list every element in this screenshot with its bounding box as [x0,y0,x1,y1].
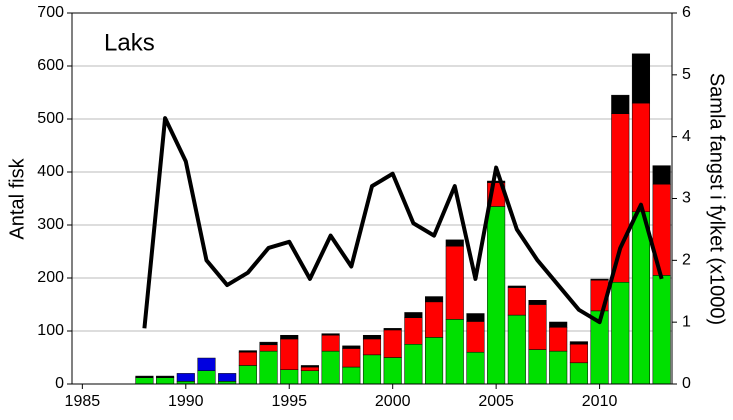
bar-segment [569,344,588,364]
y-tick-label: 300 [37,216,64,233]
y-axis-label: Antal fisk [6,157,28,239]
x-tick-label: 1995 [271,393,307,410]
bar-segment [238,350,257,353]
bar-segment [611,281,630,385]
bar-segment [342,345,361,349]
bar-segment [507,314,526,385]
y2-tick-label: 6 [682,4,691,21]
bar-segment [466,313,485,322]
y-tick-label: 600 [37,57,64,74]
bar-segment [425,296,444,303]
bar-segment [487,206,506,385]
bar-segment [321,333,340,336]
bar-segment [197,357,216,371]
bar-segment [487,180,506,183]
x-tick-label: 1985 [65,393,101,410]
bar-segment [549,350,568,385]
bar-segment [321,334,340,352]
bar-segment [445,319,464,385]
bar-segment [321,350,340,385]
bar-segment [631,102,651,212]
y2-tick-label: 5 [682,66,691,83]
bar-segment [342,366,361,385]
bar-segment [218,373,237,382]
bar-segment [342,348,361,368]
bar-segment [569,362,588,385]
bar-segment [631,53,651,104]
bar-segment [507,285,526,288]
bar-segment [238,351,257,366]
y2-tick-label: 3 [682,190,691,207]
bar-segment [528,304,547,350]
bar-segment [528,349,547,385]
y2-axis-label: Samla fangst i fylket (x1000) [706,73,728,325]
bar-segment [135,377,154,385]
bar-segment [176,373,195,382]
y-tick-label: 100 [37,322,64,339]
x-tick-label: 2010 [582,393,618,410]
bar-segment [590,278,609,281]
line [142,116,664,329]
bar-segment [425,301,444,338]
bar-segment [652,165,671,185]
bar-segment [528,300,547,305]
bar-segment [300,365,319,368]
bar-segment [404,312,423,319]
bar-segment [300,370,319,385]
y2-tick-label: 1 [682,313,691,330]
bar-segment [383,329,402,358]
bar-segment [445,245,464,320]
bar-segment [549,321,568,328]
bar-segment [404,317,423,345]
bar-segment [156,377,175,385]
plot-frame [71,12,673,385]
bar-segment [280,369,299,385]
bar-segment [156,375,175,378]
bar-segment [569,341,588,345]
y-tick-label: 200 [37,269,64,286]
y-tick-label: 0 [55,375,64,392]
y2-tick-label: 0 [682,375,691,392]
y-tick-label: 700 [37,4,64,21]
bar-segment [197,370,216,385]
bar-segment [300,366,319,372]
bar-segment [238,365,257,385]
bar-segment [631,211,651,385]
y2-tick-label: 4 [682,128,691,145]
bar-segment [466,351,485,385]
bar-segment [259,350,278,385]
x-tick-label: 1990 [168,393,204,410]
bar-segment [362,338,382,356]
bar-segment [280,334,299,340]
bar-segment [652,275,671,385]
bar-segment [466,321,485,353]
bar-segment [362,354,382,385]
y2-tick-label: 2 [682,252,691,269]
bar-segment [383,357,402,385]
bar-segment [259,344,278,352]
bar-segment [404,344,423,385]
bar-segment [425,337,444,385]
x-tick-label: 2000 [375,393,411,410]
bar-segment [383,328,402,331]
bar-segment [611,94,630,114]
bar-segment [259,341,278,346]
bar-segment [280,338,299,370]
bar-segment [549,327,568,352]
y-tick-label: 400 [37,163,64,180]
bar-segment [507,287,526,316]
annotation: Laks [104,29,155,56]
x-tick-label: 2005 [478,393,514,410]
bar-segment [445,239,464,247]
bar-segment [611,113,630,283]
y-tick-label: 500 [37,110,64,127]
bar-segment [362,334,382,340]
bar-segment [135,375,154,378]
